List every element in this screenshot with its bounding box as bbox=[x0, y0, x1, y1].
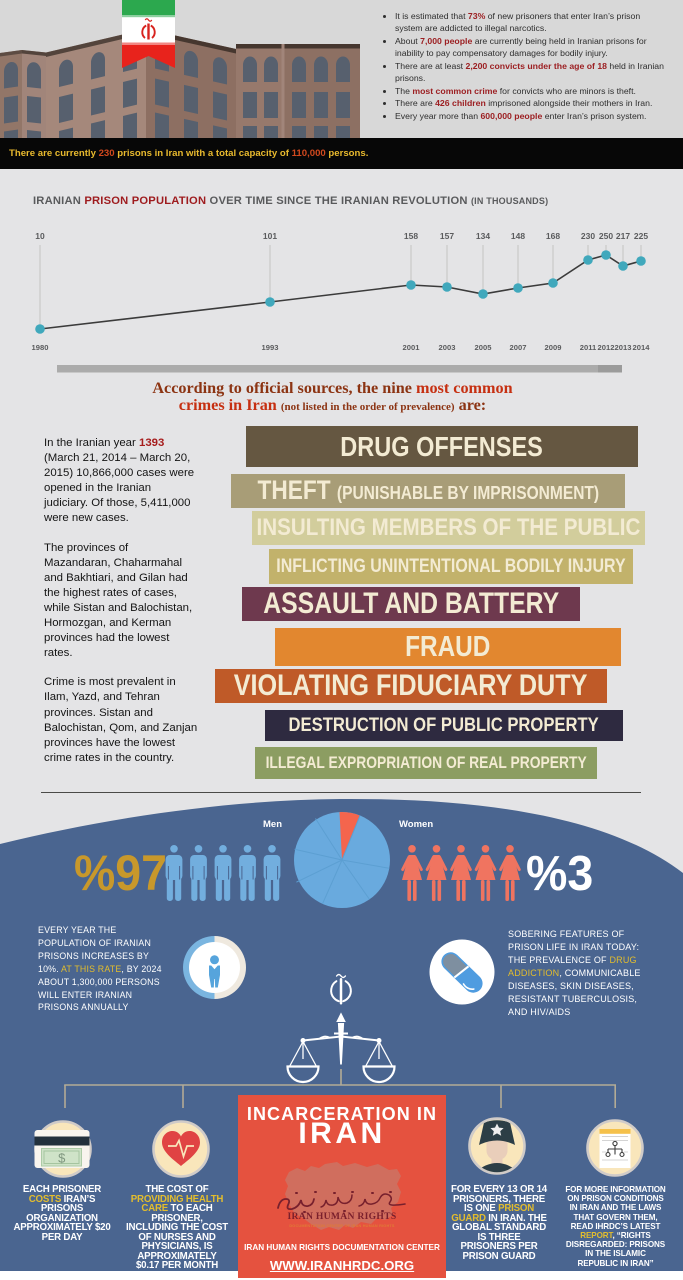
svg-text:1980: 1980 bbox=[32, 343, 49, 352]
svg-text:2003: 2003 bbox=[439, 343, 456, 352]
svg-text:2009: 2009 bbox=[545, 343, 562, 352]
svg-text:2005: 2005 bbox=[475, 343, 493, 352]
svg-text:1993: 1993 bbox=[262, 343, 279, 352]
svg-text:134: 134 bbox=[476, 231, 490, 241]
svg-text:225: 225 bbox=[634, 231, 648, 241]
svg-text:217: 217 bbox=[616, 231, 630, 241]
svg-text:$: $ bbox=[58, 1151, 66, 1166]
svg-text:2007: 2007 bbox=[510, 343, 527, 352]
svg-text:2013: 2013 bbox=[615, 343, 632, 352]
svg-text:101: 101 bbox=[263, 231, 277, 241]
svg-text:157: 157 bbox=[440, 231, 454, 241]
svg-text:10: 10 bbox=[35, 231, 45, 241]
svg-text:158: 158 bbox=[404, 231, 418, 241]
svg-text:230: 230 bbox=[581, 231, 595, 241]
svg-text:250: 250 bbox=[599, 231, 613, 241]
svg-text:2001: 2001 bbox=[403, 343, 421, 352]
svg-text:2011: 2011 bbox=[580, 343, 597, 352]
svg-text:148: 148 bbox=[511, 231, 525, 241]
svg-text:2012: 2012 bbox=[598, 343, 615, 352]
svg-text:168: 168 bbox=[546, 231, 560, 241]
svg-text:2014: 2014 bbox=[633, 343, 651, 352]
